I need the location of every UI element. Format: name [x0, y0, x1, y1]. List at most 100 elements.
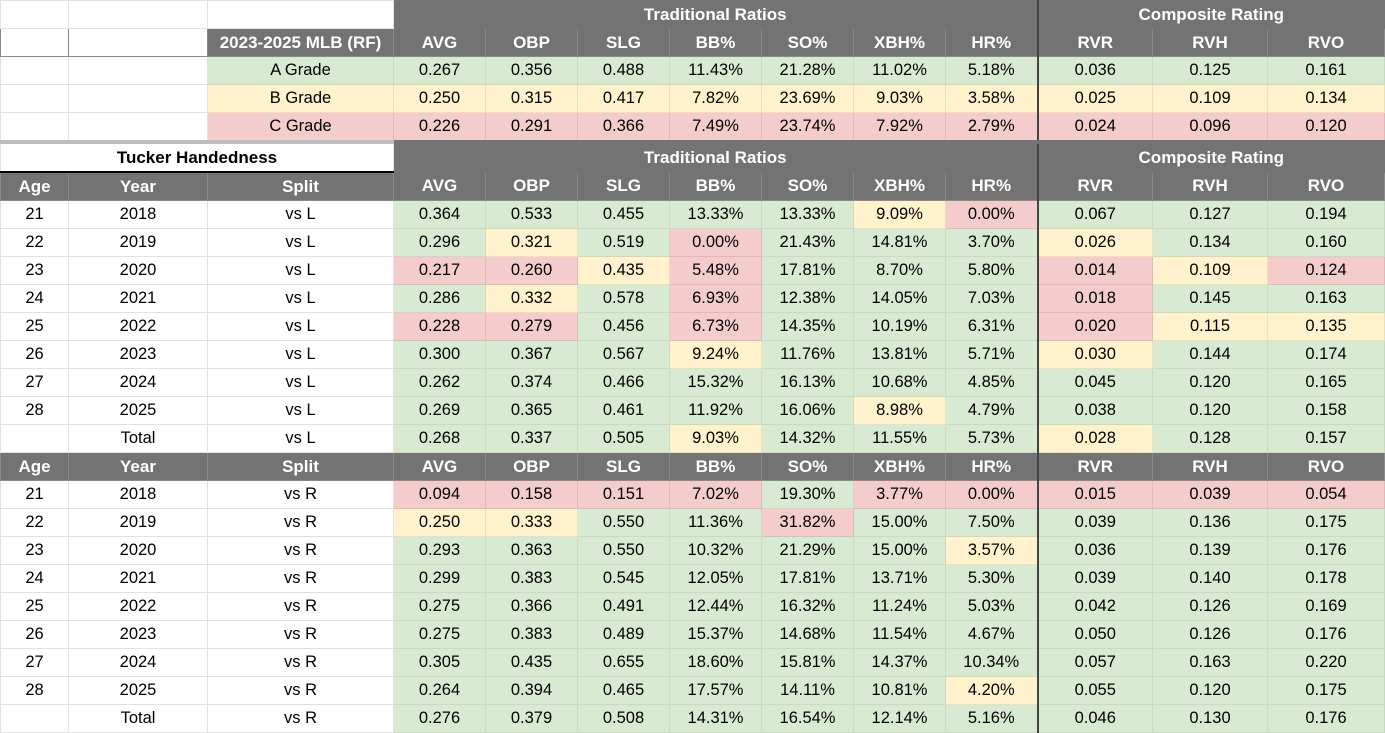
age-cell[interactable]: 27	[0, 648, 69, 677]
age-cell[interactable]: 28	[0, 396, 69, 425]
stat-cell[interactable]: 0.055	[1036, 676, 1153, 705]
column-header[interactable]: XBH%	[853, 171, 946, 201]
split-cell[interactable]: vs R	[207, 620, 394, 649]
stat-cell[interactable]: 0.383	[485, 620, 578, 649]
stat-cell[interactable]: 14.11%	[761, 676, 854, 705]
stat-cell[interactable]: 0.126	[1152, 620, 1268, 649]
stat-cell[interactable]: 0.163	[1152, 648, 1268, 677]
stat-cell[interactable]: 0.268	[393, 424, 486, 453]
stat-cell[interactable]: 0.267	[393, 56, 486, 85]
stat-cell[interactable]: 14.35%	[761, 312, 854, 341]
split-cell[interactable]: vs R	[207, 480, 394, 509]
split-cell[interactable]: vs L	[207, 396, 394, 425]
stat-cell[interactable]: 0.140	[1152, 564, 1268, 593]
stat-cell[interactable]: 0.456	[577, 312, 670, 341]
stat-cell[interactable]: 5.71%	[945, 340, 1038, 369]
column-header[interactable]: BB%	[669, 28, 762, 57]
stat-cell[interactable]: 21.29%	[761, 536, 854, 565]
age-cell[interactable]: 25	[0, 312, 69, 341]
column-header[interactable]: RVR	[1036, 171, 1153, 201]
split-cell[interactable]: vs L	[207, 256, 394, 285]
age-cell[interactable]: 22	[0, 508, 69, 537]
stat-cell[interactable]: 0.126	[1152, 592, 1268, 621]
column-header[interactable]: OBP	[485, 452, 578, 481]
column-header[interactable]: Age	[0, 452, 69, 481]
stat-cell[interactable]: 0.260	[485, 256, 578, 285]
stat-cell[interactable]: 0.120	[1152, 396, 1268, 425]
column-header[interactable]: RVO	[1266, 171, 1385, 201]
age-cell[interactable]: 26	[0, 340, 69, 369]
stat-cell[interactable]: 10.68%	[853, 368, 946, 397]
stat-cell[interactable]: 0.176	[1266, 536, 1385, 565]
column-header[interactable]: SLG	[577, 171, 670, 201]
stat-cell[interactable]: 0.550	[577, 508, 670, 537]
stat-cell[interactable]: 0.125	[1152, 56, 1268, 85]
cell-empty[interactable]	[68, 0, 208, 29]
year-cell[interactable]: 2023	[68, 340, 208, 369]
stat-cell[interactable]: 9.09%	[853, 200, 946, 229]
column-header[interactable]: RVR	[1036, 28, 1153, 57]
stat-cell[interactable]: 0.036	[1036, 536, 1153, 565]
split-cell[interactable]: vs L	[207, 368, 394, 397]
column-header[interactable]: RVO	[1266, 452, 1385, 481]
age-cell[interactable]: 24	[0, 564, 69, 593]
split-cell[interactable]: vs R	[207, 704, 394, 733]
stat-cell[interactable]: 21.43%	[761, 228, 854, 257]
stat-cell[interactable]: 0.151	[577, 480, 670, 509]
cell-empty[interactable]	[0, 56, 69, 85]
stat-cell[interactable]: 0.366	[577, 112, 670, 143]
column-header[interactable]: SLG	[577, 452, 670, 481]
stat-cell[interactable]: 15.32%	[669, 368, 762, 397]
column-header[interactable]: BB%	[669, 452, 762, 481]
stat-cell[interactable]: 7.82%	[669, 84, 762, 113]
stat-cell[interactable]: 9.03%	[853, 84, 946, 113]
stat-cell[interactable]: 4.85%	[945, 368, 1038, 397]
stat-cell[interactable]: 0.417	[577, 84, 670, 113]
stat-cell[interactable]: 0.169	[1266, 592, 1385, 621]
column-header[interactable]: RVH	[1152, 452, 1268, 481]
stat-cell[interactable]: 0.250	[393, 508, 486, 537]
stat-cell[interactable]: 0.379	[485, 704, 578, 733]
stat-cell[interactable]: 0.00%	[945, 200, 1038, 229]
stat-cell[interactable]: 0.163	[1266, 284, 1385, 313]
stat-cell[interactable]: 11.36%	[669, 508, 762, 537]
column-header[interactable]: BB%	[669, 171, 762, 201]
column-header[interactable]: RVO	[1266, 28, 1385, 57]
age-cell[interactable]: 21	[0, 200, 69, 229]
stat-cell[interactable]: 0.300	[393, 340, 486, 369]
age-cell[interactable]: 21	[0, 480, 69, 509]
stat-cell[interactable]: 0.286	[393, 284, 486, 313]
year-cell[interactable]: 2023	[68, 620, 208, 649]
stat-cell[interactable]: 4.79%	[945, 396, 1038, 425]
year-cell[interactable]: Total	[68, 704, 208, 733]
stat-cell[interactable]: 0.00%	[945, 480, 1038, 509]
stat-cell[interactable]: 0.120	[1266, 112, 1385, 143]
stat-cell[interactable]: 16.13%	[761, 368, 854, 397]
cell-empty[interactable]	[68, 28, 208, 57]
stat-cell[interactable]: 0.276	[393, 704, 486, 733]
column-header[interactable]: HR%	[945, 171, 1038, 201]
stat-cell[interactable]: 0.363	[485, 536, 578, 565]
stat-cell[interactable]: 7.03%	[945, 284, 1038, 313]
stat-cell[interactable]: 0.025	[1036, 84, 1153, 113]
stat-cell[interactable]: 0.046	[1036, 704, 1153, 733]
split-cell[interactable]: vs R	[207, 676, 394, 705]
column-header[interactable]: AVG	[393, 452, 486, 481]
stat-cell[interactable]: 0.120	[1152, 676, 1268, 705]
stat-cell[interactable]: 0.228	[393, 312, 486, 341]
split-cell[interactable]: vs L	[207, 228, 394, 257]
stat-cell[interactable]: 12.14%	[853, 704, 946, 733]
split-cell[interactable]: vs L	[207, 284, 394, 313]
group-header-composite[interactable]: Composite Rating	[1036, 0, 1385, 29]
splits-title[interactable]: Tucker Handedness	[0, 140, 394, 173]
column-header[interactable]: HR%	[945, 28, 1038, 57]
stat-cell[interactable]: 0.134	[1152, 228, 1268, 257]
stat-cell[interactable]: 0.039	[1036, 508, 1153, 537]
stat-cell[interactable]: 0.00%	[669, 228, 762, 257]
stat-cell[interactable]: 0.042	[1036, 592, 1153, 621]
stat-cell[interactable]: 0.015	[1036, 480, 1153, 509]
age-cell[interactable]: 25	[0, 592, 69, 621]
stat-cell[interactable]: 9.03%	[669, 424, 762, 453]
age-cell[interactable]: 27	[0, 368, 69, 397]
stat-cell[interactable]: 14.31%	[669, 704, 762, 733]
